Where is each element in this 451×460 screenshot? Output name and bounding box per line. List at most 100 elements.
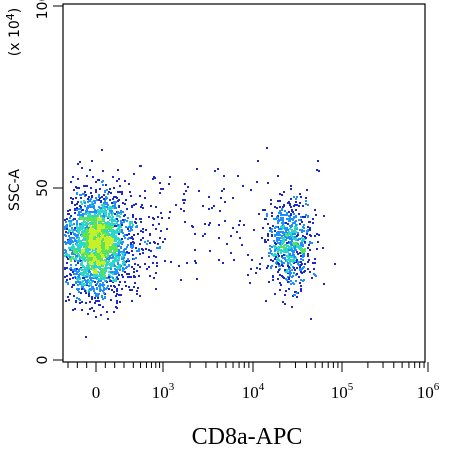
event-point <box>295 198 297 200</box>
event-point <box>105 214 107 216</box>
event-point <box>84 257 86 259</box>
event-point <box>184 221 186 223</box>
event-point <box>77 281 79 283</box>
event-point <box>300 279 302 281</box>
event-point <box>112 240 114 242</box>
event-point <box>290 283 292 285</box>
event-point <box>307 268 309 270</box>
event-point <box>79 302 81 304</box>
event-point <box>92 269 94 271</box>
event-point <box>123 260 125 262</box>
event-point <box>128 286 130 288</box>
event-point <box>273 218 275 220</box>
event-point <box>300 196 302 198</box>
event-point <box>121 229 123 231</box>
event-point <box>300 258 302 260</box>
event-point <box>120 220 122 222</box>
event-point <box>116 302 118 304</box>
event-point <box>118 256 120 258</box>
event-point <box>116 215 118 217</box>
event-point <box>125 248 127 250</box>
event-point <box>194 260 196 262</box>
event-point <box>299 282 301 284</box>
event-point <box>75 301 77 303</box>
event-point <box>98 246 100 248</box>
event-point <box>132 238 134 240</box>
event-point <box>261 257 263 259</box>
event-point <box>155 272 157 274</box>
event-point <box>86 185 88 187</box>
event-point <box>121 274 123 276</box>
event-point <box>89 301 91 303</box>
event-point <box>301 248 303 250</box>
event-point <box>138 275 140 277</box>
event-point <box>276 234 278 236</box>
event-point <box>279 206 281 208</box>
event-point <box>112 176 114 178</box>
event-point <box>116 266 118 268</box>
event-point <box>134 276 136 278</box>
event-point <box>112 216 114 218</box>
event-point <box>144 241 146 243</box>
event-point <box>299 193 301 195</box>
event-point <box>140 221 142 223</box>
event-point <box>122 269 124 271</box>
event-point <box>100 314 102 316</box>
event-point <box>109 246 111 248</box>
event-point <box>88 293 90 295</box>
event-point <box>114 232 116 234</box>
event-point <box>117 278 119 280</box>
event-point <box>164 260 166 262</box>
event-point <box>302 280 304 282</box>
event-point <box>85 250 87 252</box>
event-point <box>121 288 123 290</box>
event-point <box>69 209 71 211</box>
event-point <box>71 286 73 288</box>
event-point <box>107 216 109 218</box>
event-point <box>155 206 157 208</box>
event-point <box>99 229 101 231</box>
event-point <box>98 260 100 262</box>
event-point <box>303 266 305 268</box>
event-point <box>68 220 70 222</box>
event-point <box>292 242 294 244</box>
event-point <box>107 204 109 206</box>
event-point <box>149 275 151 277</box>
event-point <box>135 247 137 249</box>
event-point <box>64 267 66 269</box>
event-point <box>269 248 271 250</box>
event-point <box>75 186 77 188</box>
event-point <box>255 272 257 274</box>
event-point <box>277 175 279 177</box>
event-point <box>99 264 101 266</box>
event-point <box>299 252 301 254</box>
event-point <box>114 220 116 222</box>
event-point <box>301 231 303 233</box>
event-point <box>99 283 101 285</box>
event-point <box>98 275 100 277</box>
event-point <box>123 251 125 253</box>
event-point <box>307 255 309 257</box>
event-point <box>116 243 118 245</box>
event-point <box>83 271 85 273</box>
event-point <box>100 215 102 217</box>
event-point <box>88 291 90 293</box>
event-point <box>304 236 306 238</box>
event-point <box>276 254 278 256</box>
event-point <box>279 211 281 213</box>
event-point <box>293 283 295 285</box>
event-point <box>86 280 88 282</box>
event-point <box>237 175 239 177</box>
event-point <box>217 168 219 170</box>
event-point <box>183 193 185 195</box>
event-point <box>81 167 83 169</box>
event-point <box>127 276 129 278</box>
event-point <box>281 255 283 257</box>
event-point <box>73 223 75 225</box>
event-point <box>118 252 120 254</box>
event-point <box>100 207 102 209</box>
event-point <box>77 260 79 262</box>
event-point <box>133 271 135 273</box>
event-point <box>281 243 283 245</box>
event-point <box>298 219 300 221</box>
